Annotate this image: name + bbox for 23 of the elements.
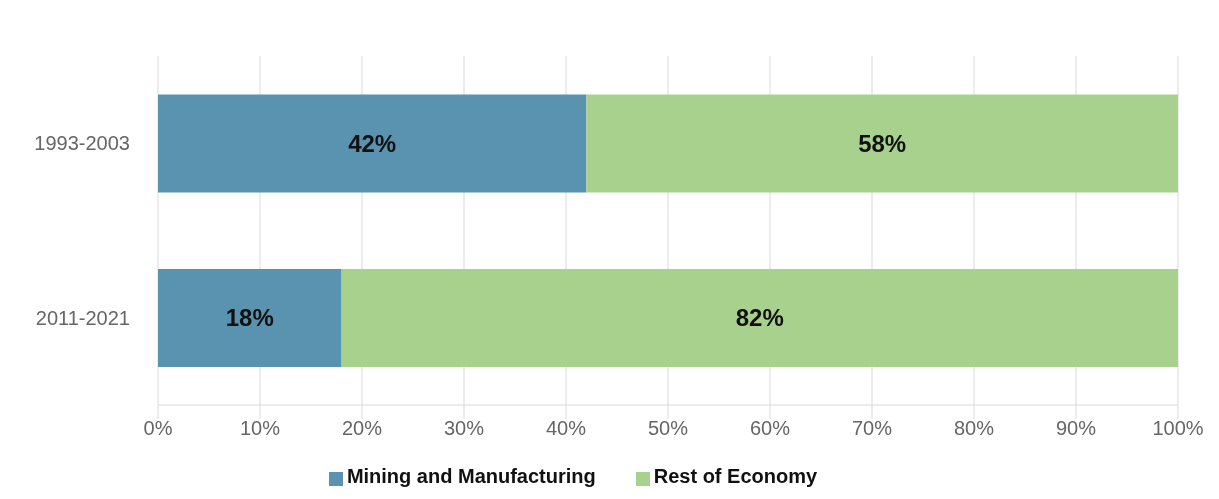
y-tick-label: 2011-2021 bbox=[35, 306, 130, 329]
x-tick-label: 10% bbox=[239, 417, 281, 440]
legend-label: Rest of Economy bbox=[653, 465, 818, 487]
x-tick-label: 70% bbox=[851, 417, 893, 440]
x-tick-label: 20% bbox=[341, 417, 383, 440]
data-label: 18% bbox=[225, 304, 274, 332]
x-tick-label: 60% bbox=[749, 417, 791, 440]
data-label: 82% bbox=[735, 304, 784, 332]
bar bbox=[158, 94, 587, 193]
x-tick-label: 40% bbox=[545, 417, 587, 440]
legend-label: Mining and Manufacturing bbox=[346, 465, 596, 487]
x-tick-label: 80% bbox=[953, 417, 995, 440]
bar bbox=[586, 94, 1178, 193]
data-label: 42% bbox=[348, 129, 397, 157]
x-tick-label: 0% bbox=[143, 417, 173, 440]
bar bbox=[158, 268, 342, 367]
x-tick-label: 50% bbox=[647, 417, 689, 440]
x-tick-label: 90% bbox=[1055, 417, 1097, 440]
y-tick-label: 1993-2003 bbox=[34, 132, 130, 155]
x-tick-label: 100% bbox=[1152, 417, 1204, 440]
data-label: 58% bbox=[858, 129, 907, 157]
bar bbox=[341, 268, 1178, 367]
x-tick-label: 30% bbox=[443, 417, 485, 440]
